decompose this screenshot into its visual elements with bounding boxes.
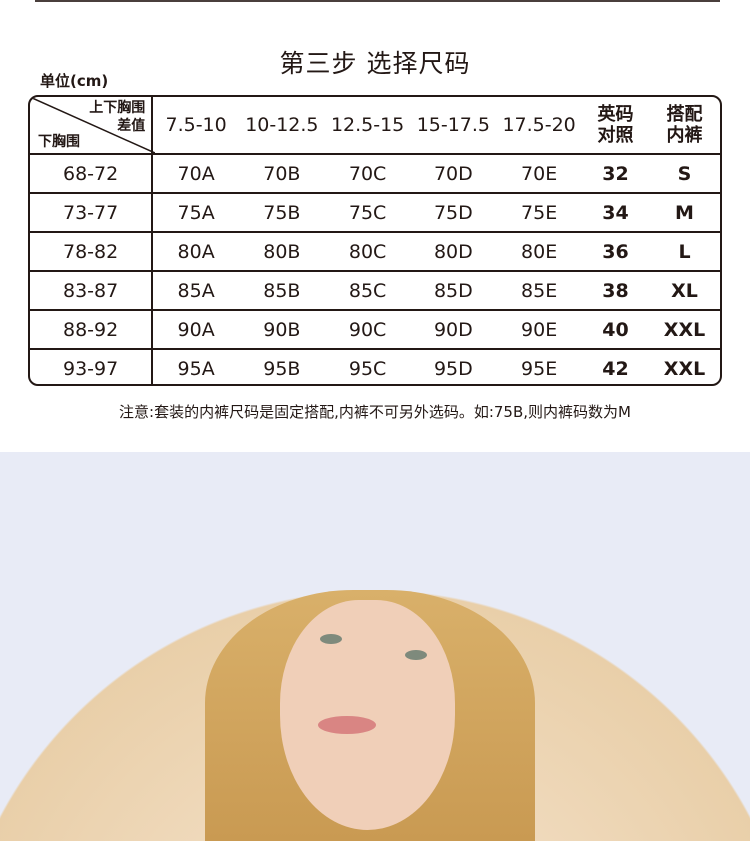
- panty-size-cell: XL: [671, 279, 698, 302]
- face: [280, 600, 455, 830]
- page-title: 第三步 选择尺码: [279, 49, 471, 78]
- uk-size-cell: 36: [602, 240, 629, 263]
- size-cell: 75D: [433, 201, 473, 224]
- size-cell: 90E: [521, 318, 558, 341]
- size-cell: 70C: [348, 162, 387, 185]
- size-cell: 70D: [433, 162, 473, 185]
- top-divider: [35, 0, 720, 2]
- size-cell: 75C: [348, 201, 387, 224]
- size-chart-table: 上下胸围差值 下胸围 7.5-10 10-12.5 12.5-15 15-17.…: [28, 95, 722, 386]
- size-cell: 85C: [348, 279, 387, 302]
- column-header: 10-12.5: [245, 114, 319, 136]
- size-cell: 95E: [521, 357, 558, 380]
- uk-size-cell: 38: [602, 279, 629, 302]
- size-cell: 80E: [521, 240, 558, 263]
- underbust-cell: 88-92: [30, 311, 154, 348]
- uk-size-cell: 42: [602, 357, 629, 380]
- column-header: 7.5-10: [165, 114, 227, 136]
- size-cell: 80D: [433, 240, 473, 263]
- panty-size-cell: XXL: [663, 357, 706, 380]
- uk-size-cell: 32: [602, 162, 629, 185]
- size-cell: 90D: [433, 318, 473, 341]
- size-cell: 95A: [177, 357, 215, 380]
- eye: [405, 650, 427, 660]
- size-cell: 95B: [263, 357, 301, 380]
- uk-size-cell: 40: [602, 318, 629, 341]
- column-header: 15-17.5: [416, 114, 491, 136]
- size-cell: 95C: [348, 357, 387, 380]
- underbust-cell: 78-82: [30, 233, 154, 270]
- size-cell: 70B: [263, 162, 301, 185]
- size-cell: 75B: [263, 201, 301, 224]
- table-row: 88-92 90A 90B 90C 90D 90E 40 XXL: [30, 309, 720, 348]
- size-cell: 80C: [348, 240, 387, 263]
- size-cell: 95D: [433, 357, 473, 380]
- uk-label-2: 对照: [597, 125, 634, 146]
- underbust-cell: 68-72: [30, 155, 154, 192]
- column-header-uk: 英码 对照: [582, 97, 649, 153]
- panty-label-2: 内裤: [666, 125, 703, 146]
- panty-label-1: 搭配: [666, 104, 703, 125]
- size-cell: 70A: [177, 162, 215, 185]
- size-cell: 80B: [263, 240, 301, 263]
- size-cell: 85D: [433, 279, 473, 302]
- size-cell: 75A: [177, 201, 215, 224]
- table-row: 93-97 95A 95B 95C 95D 95E 42 XXL: [30, 348, 720, 384]
- size-cell: 90C: [348, 318, 387, 341]
- size-cell: 85A: [177, 279, 215, 302]
- eye: [320, 634, 342, 644]
- lips: [318, 716, 376, 734]
- size-cell: 85E: [521, 279, 558, 302]
- size-cell: 70E: [521, 162, 558, 185]
- panty-size-cell: S: [677, 162, 692, 185]
- model-photo-section: [0, 452, 750, 841]
- panty-size-cell: M: [675, 201, 694, 224]
- diagonal-divider: [30, 97, 155, 153]
- note-text: 注意:套装的内裤尺码是固定搭配,内裤不可另外选码。如:75B,则内裤码数为M: [119, 403, 631, 421]
- table-row: 68-72 70A 70B 70C 70D 70E 32 S: [30, 153, 720, 192]
- panty-size-cell: L: [678, 240, 691, 263]
- unit-label: 单位(cm): [40, 72, 109, 90]
- table-row: 78-82 80A 80B 80C 80D 80E 36 L: [30, 231, 720, 270]
- size-cell: 90B: [263, 318, 301, 341]
- size-cell: 75E: [521, 201, 558, 224]
- corner-header: 上下胸围差值 下胸围: [30, 97, 155, 153]
- corner-bottom-label: 下胸围: [38, 134, 80, 150]
- size-cell: 80A: [177, 240, 215, 263]
- table-row: 83-87 85A 85B 85C 85D 85E 38 XL: [30, 270, 720, 309]
- uk-size-cell: 34: [602, 201, 629, 224]
- underbust-cell: 73-77: [30, 194, 154, 231]
- underbust-cell: 83-87: [30, 272, 154, 309]
- column-header: 12.5-15: [330, 114, 405, 136]
- table-row: 73-77 75A 75B 75C 75D 75E 34 M: [30, 192, 720, 231]
- corner-top-label-2: 差值: [117, 118, 146, 134]
- underbust-cell: 93-97: [30, 350, 154, 384]
- table-header-row: 上下胸围差值 下胸围 7.5-10 10-12.5 12.5-15 15-17.…: [30, 97, 720, 153]
- size-cell: 85B: [263, 279, 301, 302]
- size-cell: 90A: [177, 318, 215, 341]
- corner-top-label-1: 上下胸围: [89, 100, 146, 116]
- column-header-panty: 搭配 内裤: [649, 97, 720, 153]
- panty-size-cell: XXL: [663, 318, 706, 341]
- uk-label-1: 英码: [597, 104, 634, 125]
- column-header: 17.5-20: [502, 114, 576, 136]
